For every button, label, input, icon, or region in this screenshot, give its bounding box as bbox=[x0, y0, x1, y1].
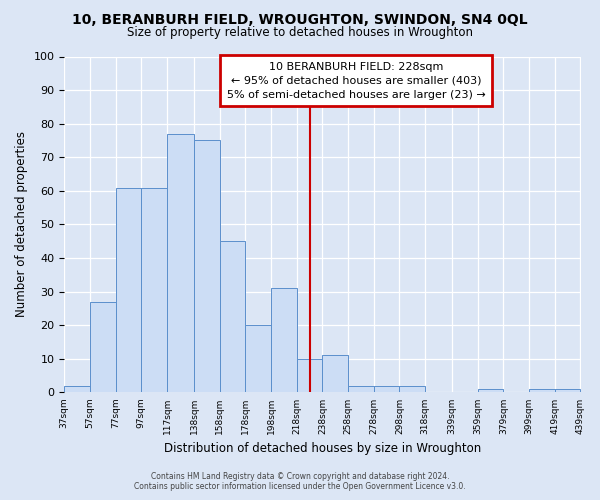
Bar bbox=[90, 302, 116, 392]
Bar bbox=[167, 134, 194, 392]
Bar bbox=[64, 386, 90, 392]
Bar bbox=[220, 242, 245, 392]
Bar bbox=[245, 325, 271, 392]
Bar bbox=[271, 288, 297, 393]
Bar bbox=[555, 389, 580, 392]
Bar bbox=[348, 386, 374, 392]
Text: 10, BERANBURH FIELD, WROUGHTON, SWINDON, SN4 0QL: 10, BERANBURH FIELD, WROUGHTON, SWINDON,… bbox=[72, 12, 528, 26]
Bar bbox=[116, 188, 142, 392]
Bar bbox=[478, 389, 503, 392]
Bar bbox=[322, 356, 348, 393]
Bar bbox=[194, 140, 220, 392]
Text: 10 BERANBURH FIELD: 228sqm
← 95% of detached houses are smaller (403)
5% of semi: 10 BERANBURH FIELD: 228sqm ← 95% of deta… bbox=[227, 62, 485, 100]
Bar bbox=[142, 188, 167, 392]
Y-axis label: Number of detached properties: Number of detached properties bbox=[15, 132, 28, 318]
X-axis label: Distribution of detached houses by size in Wroughton: Distribution of detached houses by size … bbox=[164, 442, 481, 455]
Text: Contains HM Land Registry data © Crown copyright and database right 2024.
Contai: Contains HM Land Registry data © Crown c… bbox=[134, 472, 466, 491]
Text: Size of property relative to detached houses in Wroughton: Size of property relative to detached ho… bbox=[127, 26, 473, 39]
Bar bbox=[297, 359, 322, 392]
Bar bbox=[374, 386, 400, 392]
Bar bbox=[529, 389, 555, 392]
Bar bbox=[400, 386, 425, 392]
